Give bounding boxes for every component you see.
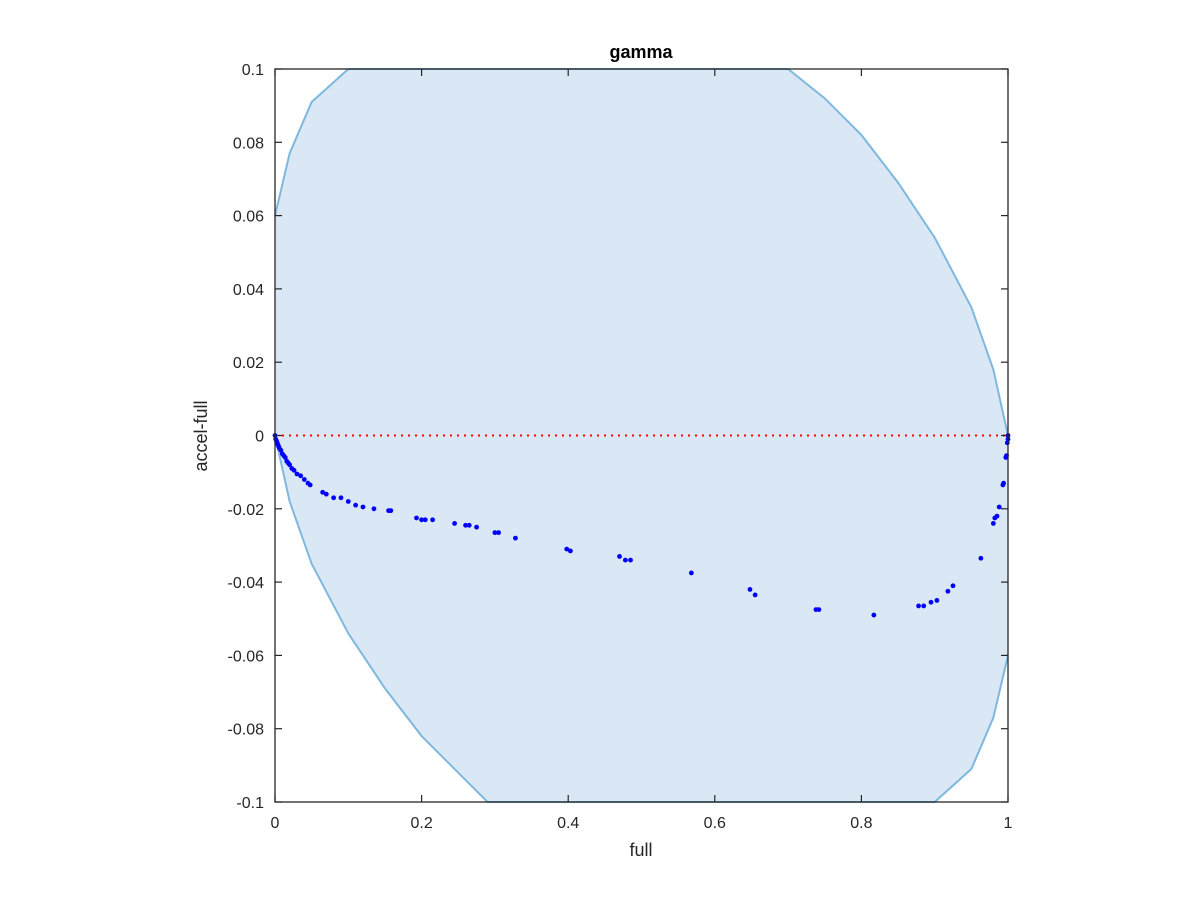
x-tick-label: 0.8	[850, 815, 872, 832]
data-point	[298, 473, 304, 479]
data-point	[320, 489, 326, 495]
data-point	[360, 504, 366, 510]
data-point	[816, 607, 822, 612]
data-point	[291, 467, 297, 473]
data-point	[474, 524, 479, 530]
data-point	[331, 495, 337, 501]
data-point	[990, 521, 996, 526]
data-point	[567, 548, 573, 554]
data-point	[430, 517, 435, 523]
data-point	[388, 508, 394, 514]
data-point	[934, 598, 940, 603]
data-point	[294, 471, 300, 477]
band-lower-edge	[274, 435, 1009, 803]
data-point	[950, 583, 956, 589]
y-tick-label: 0.06	[233, 209, 264, 226]
data-point	[564, 546, 570, 552]
data-point	[466, 522, 472, 528]
data-point	[419, 517, 424, 523]
data-point	[307, 482, 313, 488]
x-axis-ticks: 0 0.2 0.4 0.6 0.8 1	[271, 69, 1013, 832]
data-point	[996, 504, 1002, 510]
data-point	[323, 491, 329, 497]
data-point	[622, 557, 628, 563]
data-point	[353, 502, 359, 508]
data-point	[282, 455, 288, 460]
x-tick-label: 0	[271, 815, 280, 832]
y-axis-ticks: -0.1 -0.08 -0.06 -0.04 -0.02 0 0.02 0.04 0.06 0.0…	[228, 62, 1008, 812]
data-point	[978, 555, 984, 561]
data-point	[994, 513, 1000, 519]
data-point	[928, 599, 934, 605]
x-tick-label: 0.2	[410, 815, 432, 832]
data-point	[1001, 480, 1007, 486]
band-fill	[275, 69, 1008, 802]
confidence-band	[274, 68, 1009, 803]
band-upper-edge	[274, 68, 1009, 436]
data-point	[422, 517, 428, 523]
data-point	[496, 530, 501, 536]
data-point	[492, 530, 498, 536]
data-point	[747, 587, 753, 592]
x-tick-label: 0.4	[557, 815, 579, 832]
y-tick-label: 0.08	[233, 135, 264, 152]
data-point	[916, 603, 921, 609]
y-tick-label: -0.06	[228, 648, 265, 665]
chart-title: gamma	[609, 42, 673, 62]
data-point	[301, 477, 307, 482]
data-point	[338, 495, 344, 501]
y-tick-label: 0.04	[233, 282, 264, 299]
data-point	[945, 588, 951, 594]
x-axis-label: full	[629, 840, 652, 860]
y-tick-label: 0.02	[233, 355, 264, 372]
data-point	[752, 592, 758, 598]
y-tick-label: -0.02	[228, 502, 265, 519]
y-tick-label: -0.08	[228, 722, 265, 739]
data-point	[452, 521, 457, 526]
x-tick-label: 0.6	[704, 815, 726, 832]
y-axis-label: accel-full	[191, 400, 211, 471]
data-point	[513, 535, 518, 541]
data-point	[414, 515, 419, 521]
x-tick-label: 1	[1004, 815, 1013, 832]
data-point	[628, 557, 633, 563]
y-tick-label: -0.04	[228, 575, 265, 592]
data-point	[345, 499, 351, 504]
y-tick-label: 0	[255, 429, 264, 446]
data-point	[287, 462, 293, 468]
data-point	[871, 612, 877, 618]
data-point	[617, 554, 622, 559]
data-point	[371, 506, 377, 512]
data-point	[278, 447, 284, 453]
data-point	[463, 522, 468, 528]
data-point	[921, 603, 927, 609]
y-tick-label: 0.1	[242, 62, 264, 79]
y-tick-label: -0.1	[236, 795, 264, 812]
data-point	[688, 570, 694, 576]
